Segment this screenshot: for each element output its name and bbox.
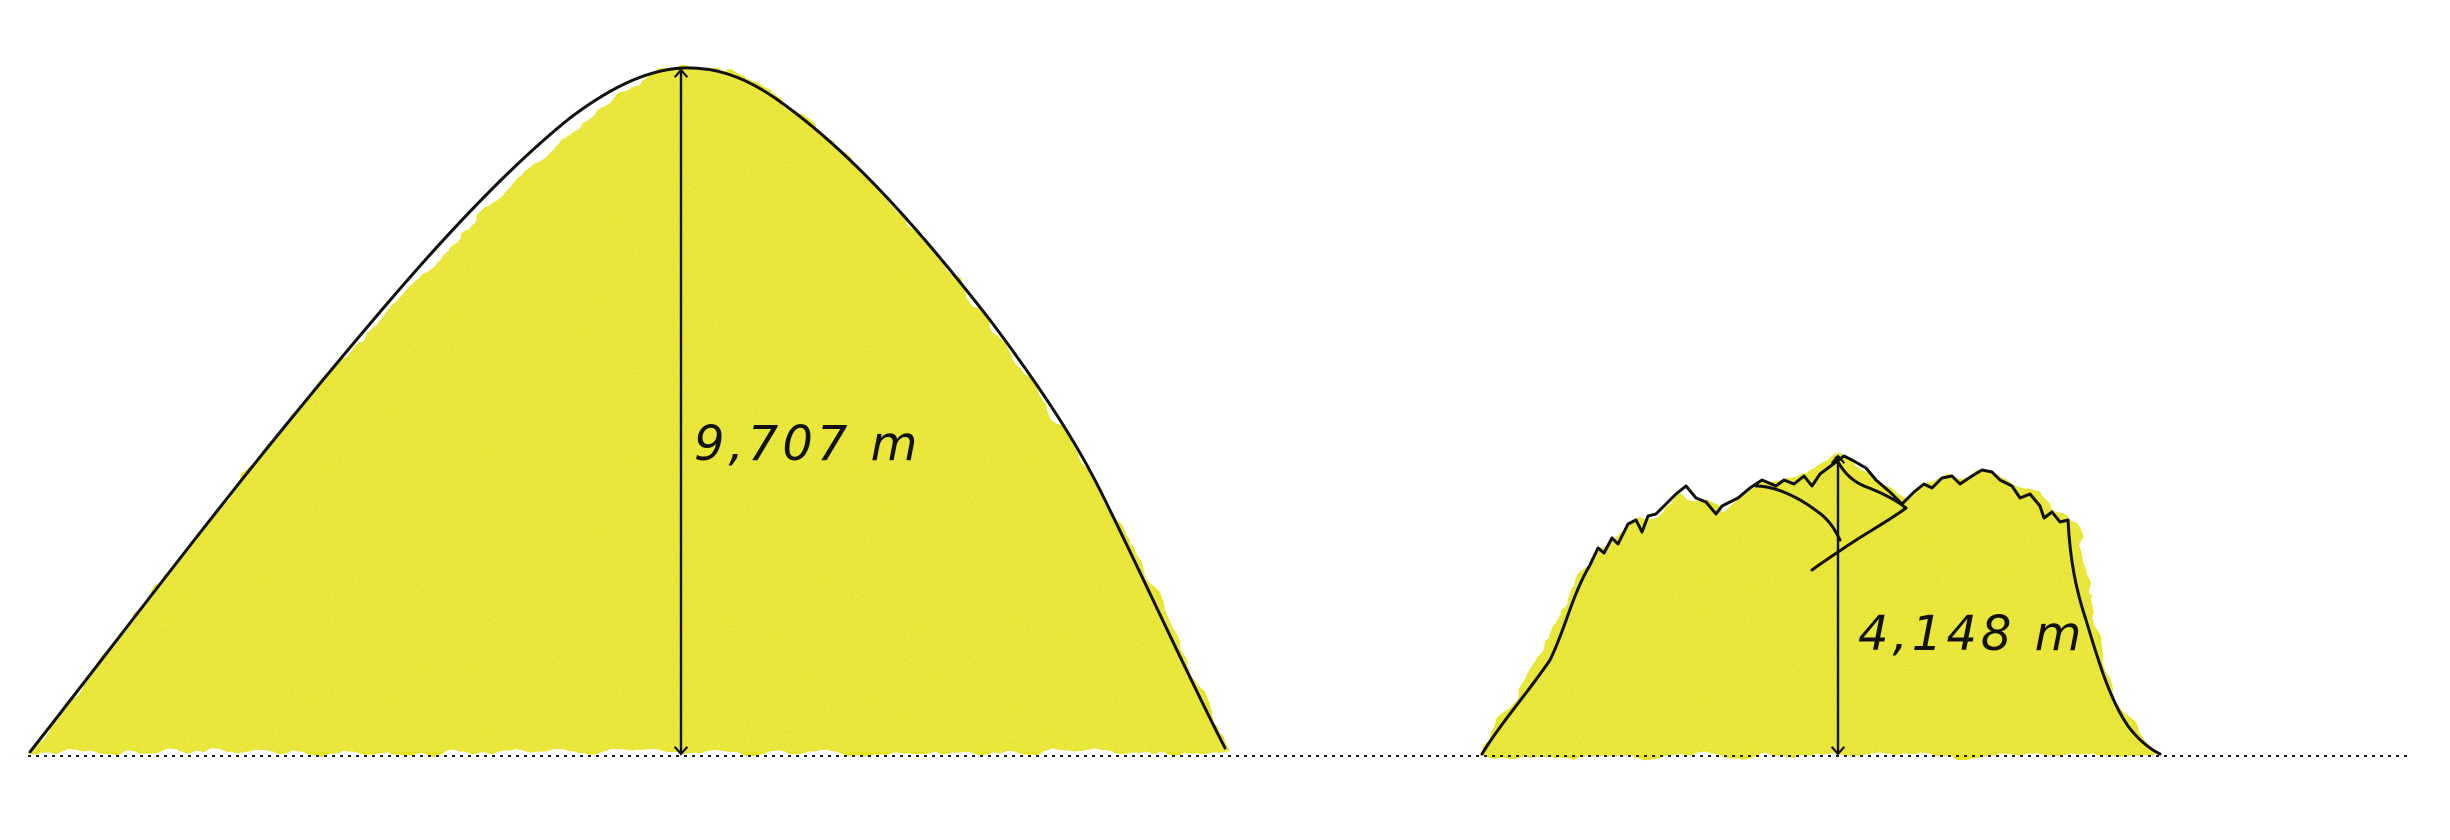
plateau-mountain-outline bbox=[1480, 454, 2162, 756]
plateau-mountain-inner-ridge-3 bbox=[1810, 506, 1908, 572]
plateau-mountain-height-label: 4,148 m bbox=[1858, 606, 2085, 662]
plateau-mountain: 4,148 m bbox=[1478, 454, 2162, 756]
tall-mountain-grain bbox=[30, 66, 1230, 752]
plateau-mountain-grain bbox=[1478, 454, 2160, 756]
tall-mountain-outline bbox=[28, 66, 1227, 754]
tall-mountain-height-label: 9,707 m bbox=[694, 416, 921, 472]
tall-mountain: 9,707 m bbox=[28, 66, 1230, 756]
